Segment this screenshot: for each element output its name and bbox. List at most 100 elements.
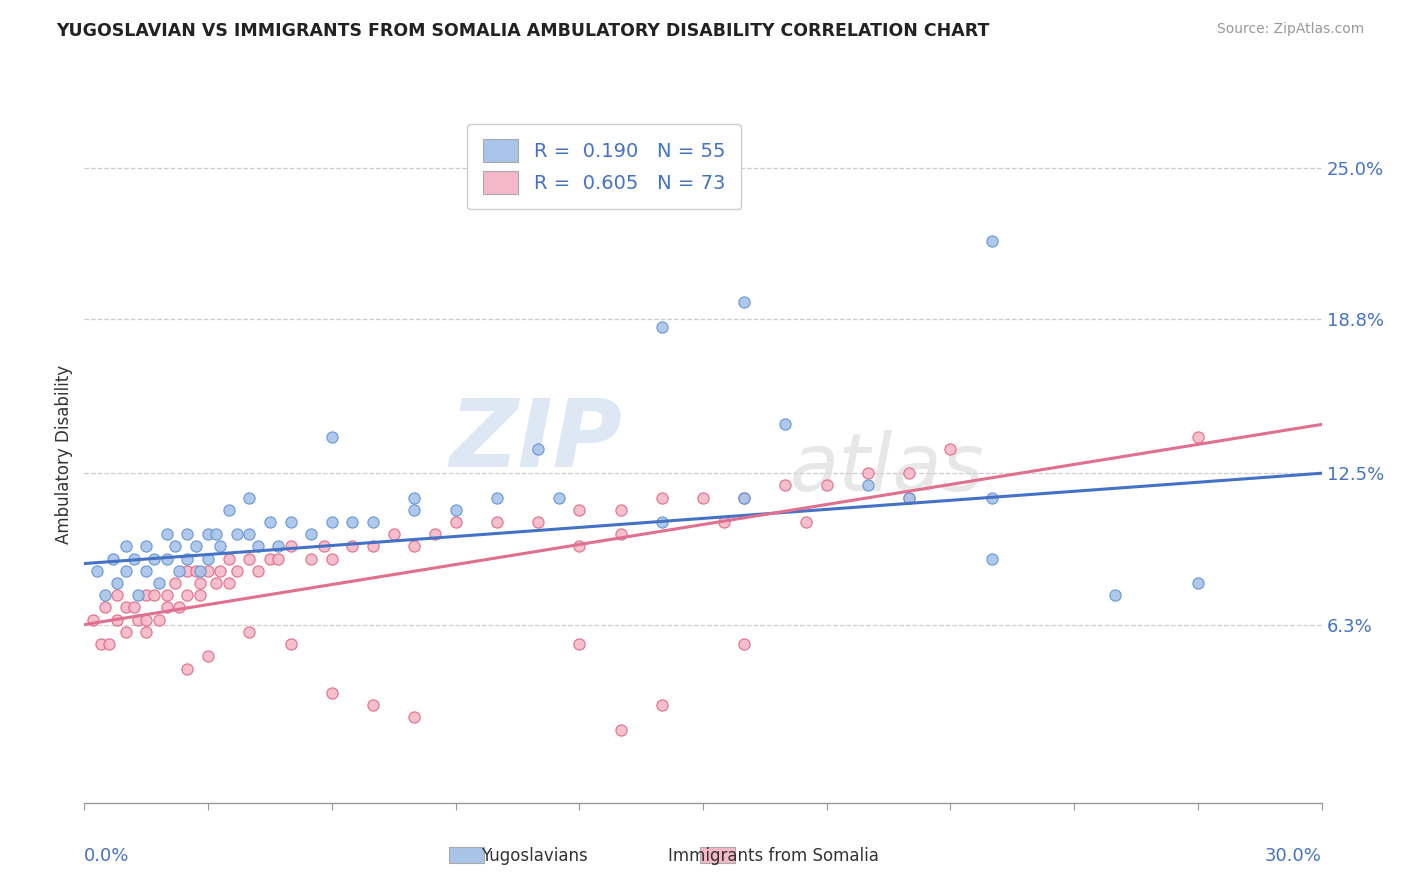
Point xyxy=(188,564,211,578)
Point xyxy=(176,551,198,566)
Point xyxy=(148,576,170,591)
Point xyxy=(733,491,755,505)
Y-axis label: Ambulatory Disability: Ambulatory Disability xyxy=(55,366,73,544)
Point xyxy=(856,478,879,492)
Point xyxy=(246,564,269,578)
Point xyxy=(898,491,921,505)
Point xyxy=(259,551,281,566)
Point xyxy=(361,540,384,554)
Point xyxy=(980,235,1002,249)
Point xyxy=(404,503,426,517)
Point xyxy=(267,540,290,554)
Point xyxy=(404,491,426,505)
Point xyxy=(527,515,550,529)
Point xyxy=(114,564,136,578)
Point xyxy=(197,564,219,578)
Point xyxy=(167,564,190,578)
Point xyxy=(361,698,384,713)
Point xyxy=(568,540,591,554)
Point xyxy=(90,637,112,651)
Point xyxy=(105,588,128,602)
Point xyxy=(105,576,128,591)
Point xyxy=(1104,588,1126,602)
Point xyxy=(404,710,426,724)
Point xyxy=(238,551,260,566)
Point xyxy=(733,637,755,651)
Point xyxy=(218,551,240,566)
Point xyxy=(980,491,1002,505)
Text: YUGOSLAVIAN VS IMMIGRANTS FROM SOMALIA AMBULATORY DISABILITY CORRELATION CHART: YUGOSLAVIAN VS IMMIGRANTS FROM SOMALIA A… xyxy=(56,22,990,40)
Point xyxy=(218,503,240,517)
Point xyxy=(114,600,136,615)
Point xyxy=(1187,429,1209,443)
Point xyxy=(86,564,108,578)
Point xyxy=(404,540,426,554)
Point xyxy=(856,467,879,481)
Point xyxy=(114,624,136,639)
Point xyxy=(939,442,962,456)
Point xyxy=(103,551,125,566)
Point xyxy=(651,319,673,334)
Point xyxy=(485,515,508,529)
Point xyxy=(165,540,187,554)
Point xyxy=(197,649,219,664)
Point xyxy=(238,624,260,639)
Point xyxy=(209,540,232,554)
Point xyxy=(651,515,673,529)
Point xyxy=(135,588,157,602)
Point xyxy=(444,515,467,529)
Point xyxy=(156,527,179,541)
Point xyxy=(205,527,228,541)
Point xyxy=(980,551,1002,566)
Point xyxy=(156,551,179,566)
Point xyxy=(815,478,838,492)
Text: Yugoslavians: Yugoslavians xyxy=(481,847,588,865)
Point xyxy=(651,491,673,505)
Point xyxy=(184,540,207,554)
Point xyxy=(898,467,921,481)
Legend: R =  0.190   N = 55, R =  0.605   N = 73: R = 0.190 N = 55, R = 0.605 N = 73 xyxy=(467,124,741,210)
Point xyxy=(127,588,149,602)
Point xyxy=(188,576,211,591)
Point xyxy=(527,442,550,456)
Point xyxy=(143,588,166,602)
Point xyxy=(94,600,117,615)
Text: ZIP: ZIP xyxy=(450,395,623,487)
Point xyxy=(794,515,817,529)
Point xyxy=(197,551,219,566)
Text: 30.0%: 30.0% xyxy=(1265,847,1322,864)
Text: Immigrants from Somalia: Immigrants from Somalia xyxy=(668,847,879,865)
Point xyxy=(82,613,104,627)
Text: Source: ZipAtlas.com: Source: ZipAtlas.com xyxy=(1216,22,1364,37)
Point xyxy=(568,637,591,651)
Point xyxy=(321,429,343,443)
Point xyxy=(238,527,260,541)
Point xyxy=(280,637,302,651)
Point xyxy=(444,503,467,517)
Point xyxy=(713,515,735,529)
Point xyxy=(135,564,157,578)
Point xyxy=(299,551,322,566)
Point xyxy=(280,515,302,529)
Point xyxy=(135,540,157,554)
Point xyxy=(775,478,797,492)
Point xyxy=(176,661,198,675)
Point xyxy=(156,588,179,602)
Point xyxy=(485,491,508,505)
Point xyxy=(148,613,170,627)
Point xyxy=(342,540,364,554)
Point xyxy=(122,551,145,566)
FancyBboxPatch shape xyxy=(449,847,484,863)
Point xyxy=(135,613,157,627)
Point xyxy=(547,491,569,505)
Point xyxy=(609,723,631,737)
Point xyxy=(184,564,207,578)
Point xyxy=(176,527,198,541)
Point xyxy=(423,527,446,541)
Point xyxy=(246,540,269,554)
Point xyxy=(568,503,591,517)
Point xyxy=(127,613,149,627)
Point xyxy=(299,527,322,541)
Point xyxy=(361,515,384,529)
Point xyxy=(898,491,921,505)
